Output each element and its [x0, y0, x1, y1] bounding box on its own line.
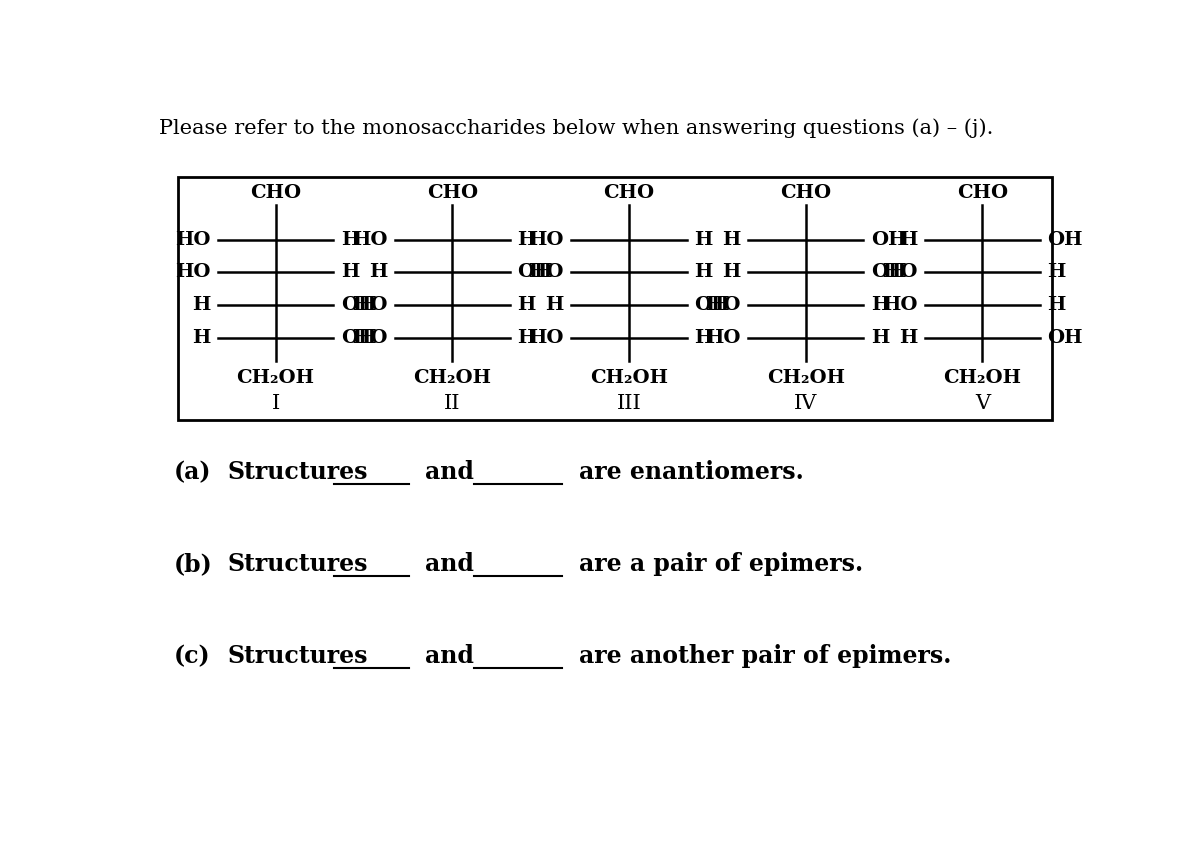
- Text: HO: HO: [528, 264, 564, 282]
- Text: CHO: CHO: [604, 185, 654, 203]
- Text: CHO: CHO: [956, 185, 1008, 203]
- Text: Structures: Structures: [227, 644, 367, 668]
- Text: H: H: [341, 264, 359, 282]
- Text: HO: HO: [352, 329, 388, 347]
- Text: H: H: [517, 296, 535, 314]
- Text: HO: HO: [882, 264, 917, 282]
- Text: H: H: [1048, 296, 1066, 314]
- Text: H: H: [341, 231, 359, 248]
- Text: HO: HO: [706, 329, 740, 347]
- Text: V: V: [974, 394, 990, 413]
- Text: HO: HO: [352, 296, 388, 314]
- Text: H: H: [517, 231, 535, 248]
- Text: H: H: [368, 264, 388, 282]
- Text: HO: HO: [175, 231, 210, 248]
- Bar: [178, 178, 1052, 420]
- Text: OH: OH: [871, 264, 906, 282]
- Text: Please refer to the monosaccharides below when answering questions (a) – (j).: Please refer to the monosaccharides belo…: [160, 118, 994, 138]
- Text: H: H: [694, 329, 713, 347]
- Text: HO: HO: [528, 329, 564, 347]
- Text: I: I: [271, 394, 280, 413]
- Text: (b): (b): [173, 552, 212, 576]
- Text: OH: OH: [694, 296, 730, 314]
- Text: and: and: [425, 460, 474, 484]
- Text: H: H: [192, 296, 210, 314]
- Text: H: H: [899, 329, 917, 347]
- Text: HO: HO: [528, 231, 564, 248]
- Text: CHO: CHO: [250, 185, 301, 203]
- Text: HO: HO: [706, 296, 740, 314]
- Text: CH₂OH: CH₂OH: [590, 368, 668, 387]
- Text: CH₂OH: CH₂OH: [413, 368, 491, 387]
- Text: are enantiomers.: are enantiomers.: [578, 460, 804, 484]
- Text: H: H: [517, 329, 535, 347]
- Text: HO: HO: [352, 231, 388, 248]
- Text: H: H: [694, 264, 713, 282]
- Text: CHO: CHO: [780, 185, 832, 203]
- Text: H: H: [1048, 264, 1066, 282]
- Text: OH: OH: [1048, 231, 1082, 248]
- Text: CH₂OH: CH₂OH: [943, 368, 1021, 387]
- Text: III: III: [617, 394, 641, 413]
- Text: (c): (c): [173, 644, 210, 668]
- Text: OH: OH: [871, 231, 906, 248]
- Text: are a pair of epimers.: are a pair of epimers.: [578, 552, 863, 576]
- Text: CH₂OH: CH₂OH: [236, 368, 314, 387]
- Text: HO: HO: [175, 264, 210, 282]
- Text: H: H: [546, 296, 564, 314]
- Text: HO: HO: [882, 296, 917, 314]
- Text: H: H: [722, 231, 740, 248]
- Text: H: H: [722, 264, 740, 282]
- Text: OH: OH: [517, 264, 553, 282]
- Text: Structures: Structures: [227, 552, 367, 576]
- Text: CH₂OH: CH₂OH: [767, 368, 845, 387]
- Text: Structures: Structures: [227, 460, 367, 484]
- Text: II: II: [444, 394, 461, 413]
- Text: H: H: [871, 296, 889, 314]
- Text: H: H: [192, 329, 210, 347]
- Text: IV: IV: [794, 394, 817, 413]
- Text: OH: OH: [341, 329, 376, 347]
- Text: H: H: [694, 231, 713, 248]
- Text: and: and: [425, 644, 474, 668]
- Text: (a): (a): [173, 460, 211, 484]
- Text: OH: OH: [1048, 329, 1082, 347]
- Text: H: H: [899, 231, 917, 248]
- Text: OH: OH: [341, 296, 376, 314]
- Text: and: and: [425, 552, 474, 576]
- Text: are another pair of epimers.: are another pair of epimers.: [578, 644, 952, 668]
- Text: CHO: CHO: [427, 185, 478, 203]
- Text: H: H: [871, 329, 889, 347]
